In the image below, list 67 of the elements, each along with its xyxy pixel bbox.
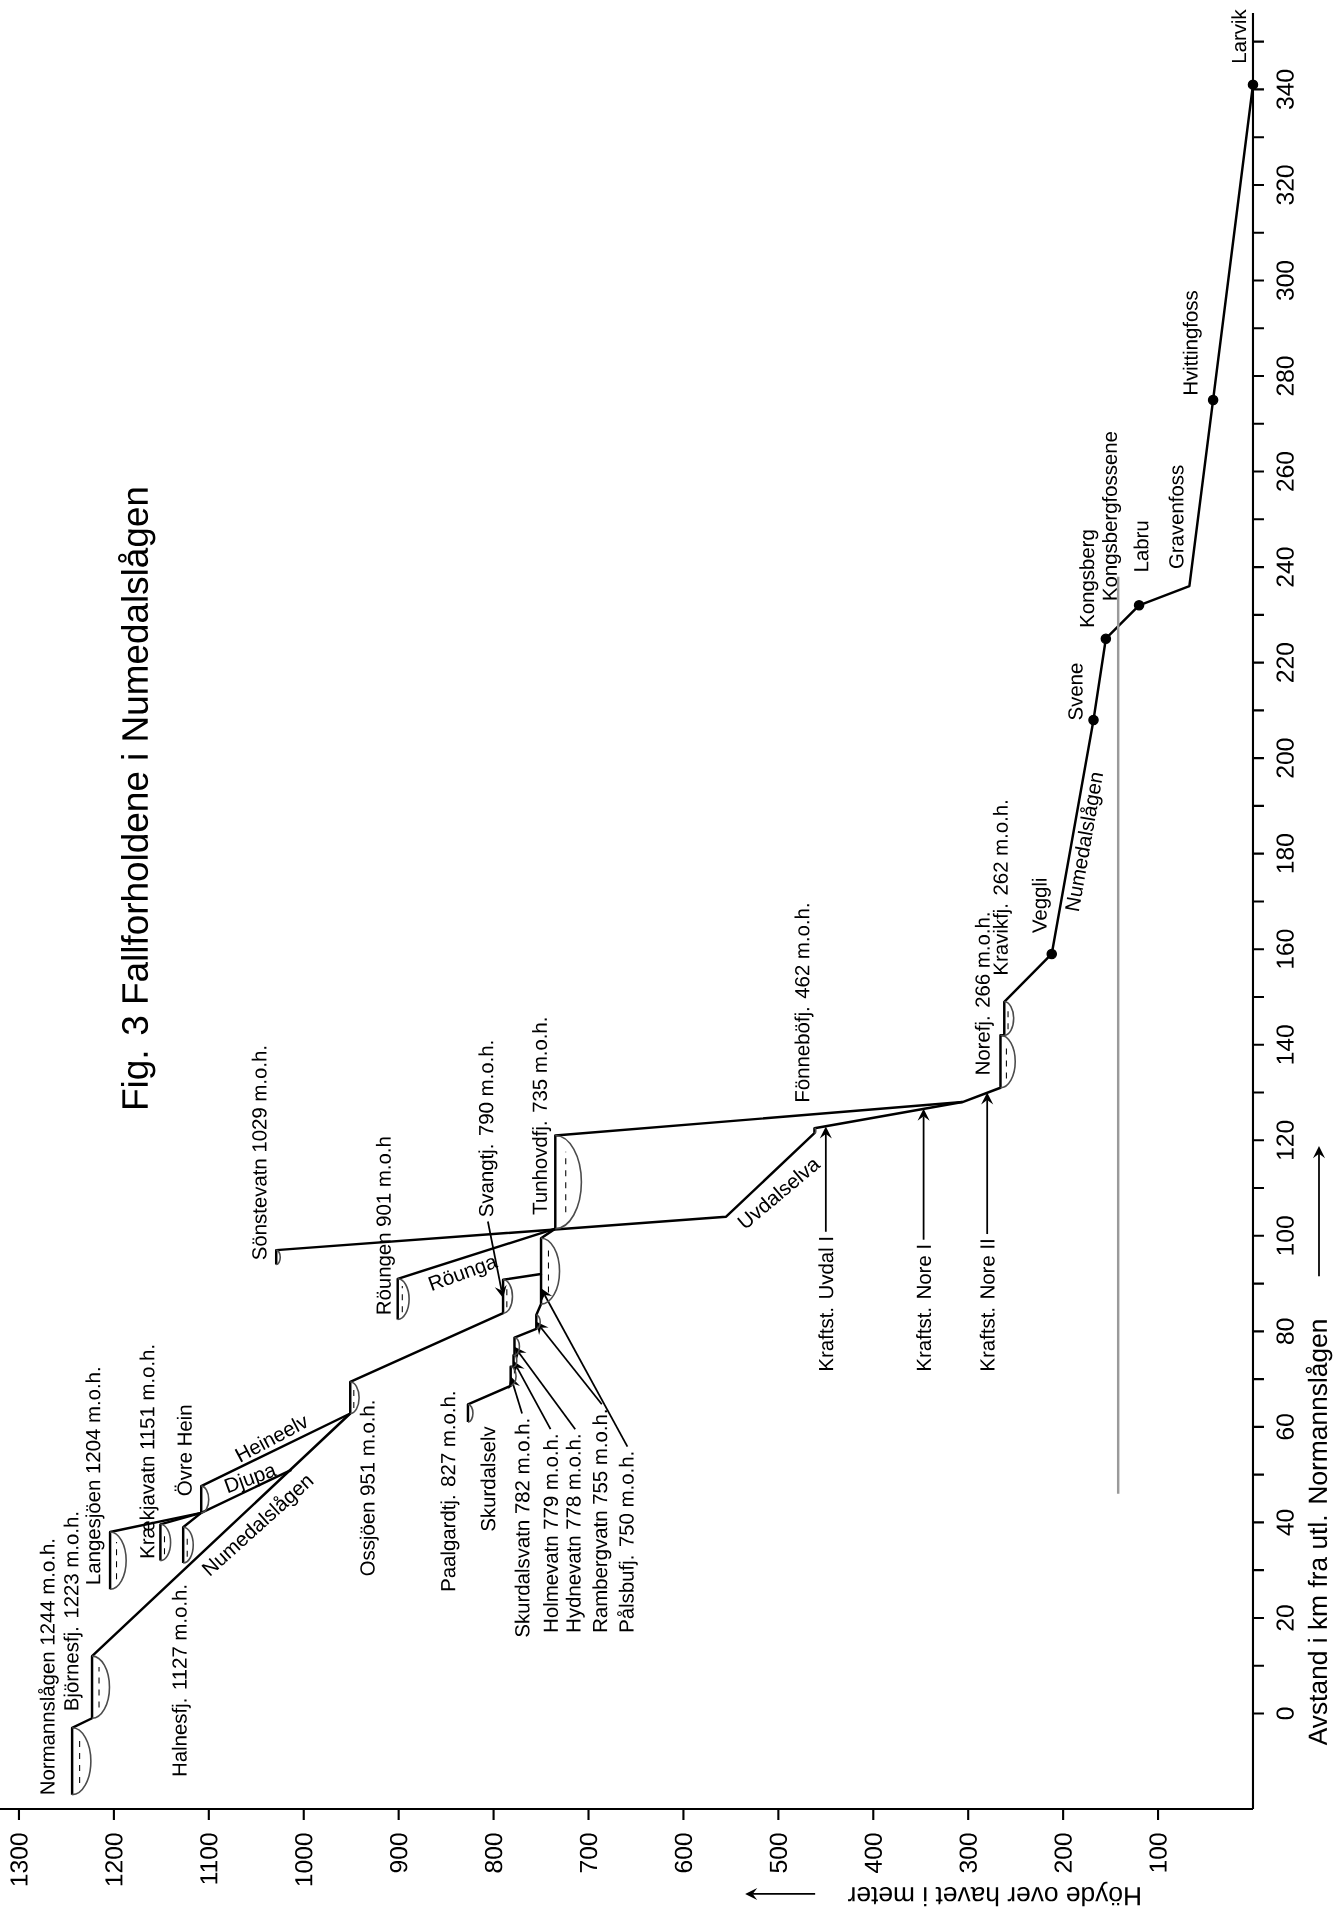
x-tick-label: 1300 [10, 1833, 28, 1886]
y-tick-label: 80 [1276, 1318, 1294, 1344]
y-tick-label: 300 [1276, 260, 1294, 301]
annotation: Gravenfoss [1168, 465, 1184, 569]
y-tick-label: 60 [1276, 1414, 1294, 1440]
y-tick-label: 20 [1276, 1605, 1294, 1631]
y-tick-label: 220 [1276, 643, 1294, 682]
x-tick-label: 700 [579, 1833, 598, 1873]
annotation: Langesjöen 1204 m.o.h. [85, 1368, 105, 1584]
x-tick-label: 500 [769, 1833, 788, 1873]
y-tick-label: 100 [1276, 1216, 1294, 1255]
x-tick-label: 100 [1149, 1833, 1167, 1872]
y-tick-label: 140 [1276, 1025, 1294, 1064]
annotation: Krækjavatn 1151 m.o.h. [139, 1345, 159, 1558]
x-tick-label: 1200 [105, 1833, 123, 1886]
y-tick-label: 340 [1276, 69, 1294, 110]
y-tick-label: 240 [1276, 547, 1294, 587]
y-tick-label: 160 [1276, 929, 1294, 968]
annotation: Paalgardtj. 827 m.o.h. [440, 1392, 460, 1591]
y-tick-label: 280 [1276, 356, 1294, 396]
annotation: Kraftst. Nore II [979, 1240, 995, 1370]
x-tick-label: 200 [1054, 1833, 1072, 1873]
y-tick-label: 40 [1276, 1509, 1294, 1536]
annotation: Norefj. 266 m.o.h. [974, 913, 994, 1074]
x-tick-label: 600 [674, 1833, 693, 1873]
annotation: Rambergvatn 755 m.o.h. [592, 1410, 612, 1632]
text: Fig. 3 Fallforholdene i Numedalslågen [118, 488, 156, 1108]
annotation: Kraftst. Uvdal I [818, 1237, 834, 1370]
annotation: Hvittingfoss [1182, 291, 1202, 395]
annotation: Normannslågen 1244 m.o.h. [38, 1539, 59, 1794]
annotation: Skurdalsvatn 782 m.o.h. [514, 1419, 530, 1637]
annotation: Kravikfj. 262 m.o.h. [992, 801, 1012, 974]
x-tick-label: 400 [864, 1833, 882, 1873]
x-tick-label: 800 [484, 1833, 503, 1873]
annotation: Holmevatn 779 m.o.h. [543, 1435, 559, 1632]
annotation: Björnesfj. 1223 m.o.h. [63, 1512, 83, 1710]
y-tick-label: 200 [1276, 738, 1294, 778]
annotation: Övre Hein [174, 1405, 192, 1496]
annotation: Veggli [1031, 878, 1051, 933]
annotation: Tunhovdfj. 735 m.o.h. [532, 1018, 552, 1215]
annotation: Halnesfj. 1127 m.o.h. [171, 1585, 191, 1776]
y-tick-label: 260 [1276, 451, 1294, 491]
y-tick-label: 320 [1276, 165, 1294, 205]
annotation: Kongsberg [1079, 530, 1099, 627]
annotation: Röunga [428, 1258, 499, 1291]
annotation: Kongsbergfossene [1102, 432, 1122, 600]
annotation: Pålsbufj. 750 m.o.h. [617, 1452, 638, 1632]
annotation: Ossjöen 951 m.o.h. [359, 1401, 379, 1576]
annotation: Hydnevatn 778 m.o.h. [565, 1435, 585, 1632]
annotation: Skurdalselv [480, 1426, 496, 1531]
y-tick-label: 180 [1276, 834, 1294, 873]
x-tick-label: 900 [389, 1833, 408, 1873]
annotation: Fönneböfj. 462 m.o.h. [794, 904, 814, 1101]
annotation: Kraftst. Nore I [916, 1245, 932, 1370]
annotation: Labru [1133, 521, 1149, 571]
y-tick-label: 120 [1276, 1120, 1294, 1159]
annotation: Sönstevatn 1029 m.o.h. [251, 1046, 267, 1260]
x-tick-label: 300 [959, 1833, 977, 1873]
annotation: Svene [1068, 663, 1083, 720]
y-tick-label: 0 [1276, 1707, 1294, 1720]
annotation: Larvik [1231, 9, 1247, 63]
x-axis-title: Höyde over havet i meter [848, 1881, 1140, 1907]
x-tick-label: 1000 [295, 1833, 313, 1886]
annotation: Svangtj. 790 m.o.h. [478, 1041, 498, 1217]
x-tick-label: 1100 [200, 1833, 218, 1884]
annotation: Röungen 901 m.o.h [375, 1137, 395, 1314]
y-axis-title: Avstand i km fra utl. Normannslågen [1305, 1320, 1333, 1746]
